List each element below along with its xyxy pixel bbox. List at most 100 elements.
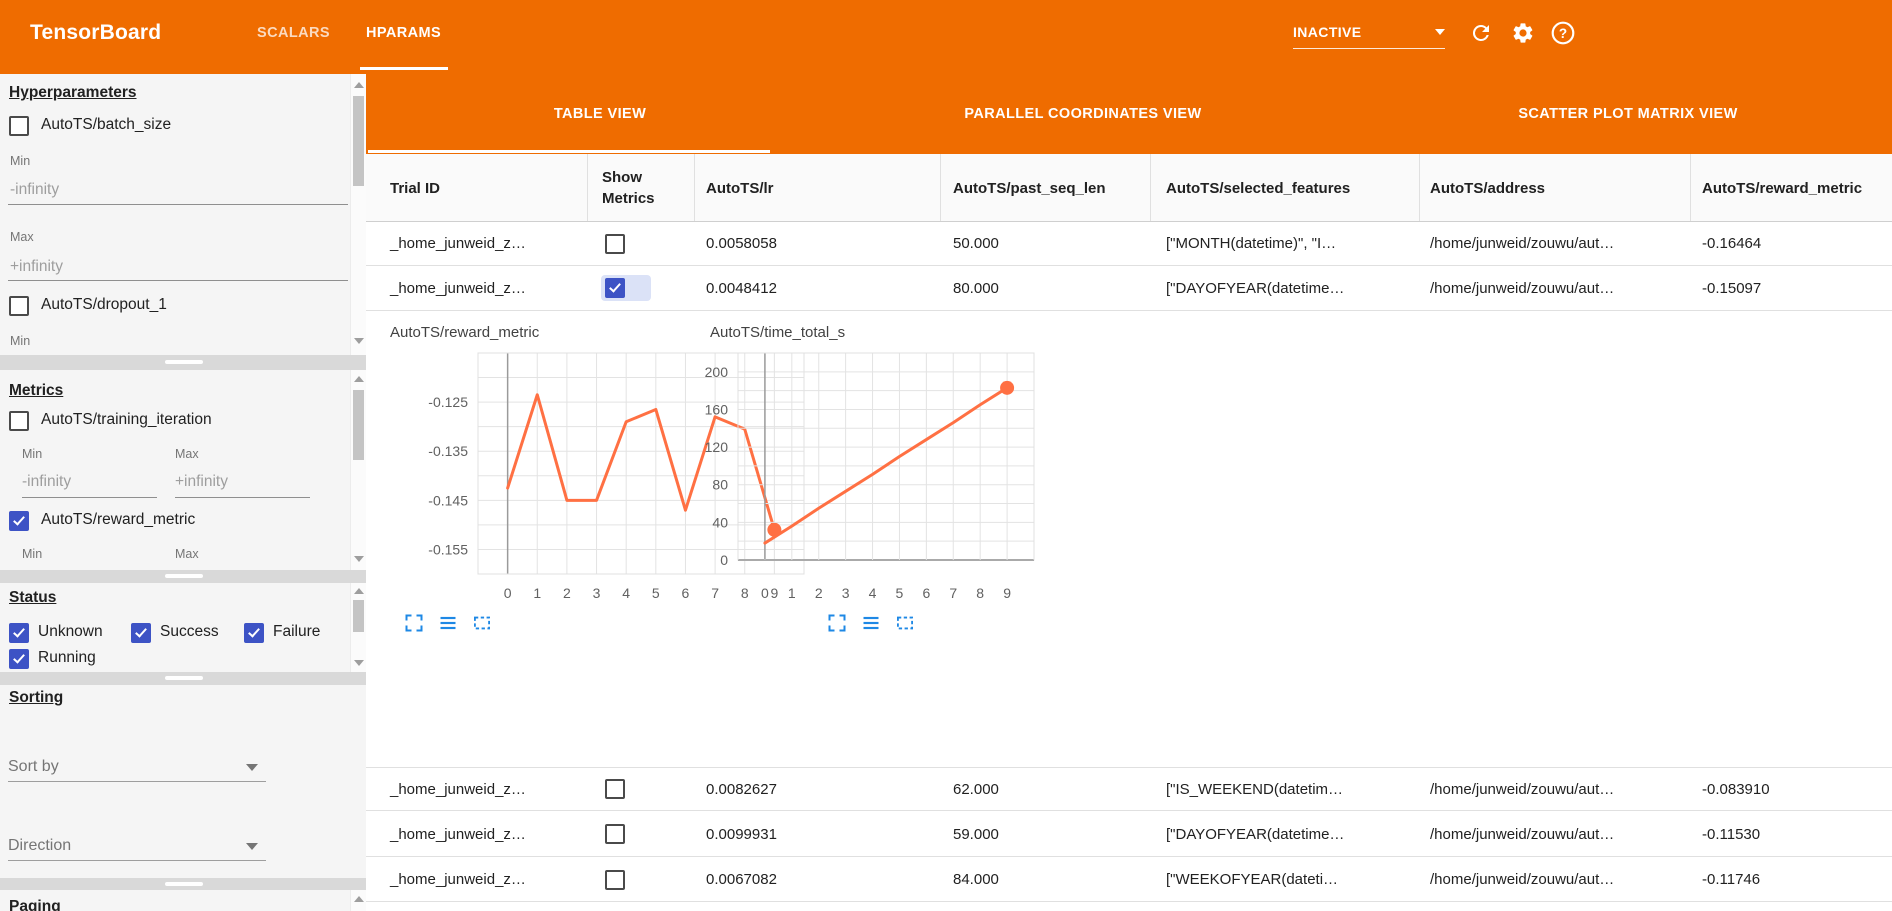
status-heading: Status: [9, 589, 57, 606]
scroll-up-icon[interactable]: [354, 588, 364, 594]
table-row[interactable]: _home_junweid_z… 0.0099931 59.000 ["DAYO…: [366, 812, 1892, 857]
help-icon[interactable]: ?: [1549, 19, 1577, 47]
tab-hparams[interactable]: HPARAMS: [366, 25, 442, 41]
svg-text:9: 9: [770, 585, 778, 601]
hparam-dropout-label: AutoTS/dropout_1: [41, 296, 167, 313]
table-row[interactable]: _home_junweid_z… 0.0058058 50.000 ["MONT…: [366, 222, 1892, 266]
scroll-up-icon[interactable]: [354, 376, 364, 382]
show-metrics-checkbox[interactable]: [605, 278, 625, 298]
max-label: Max: [175, 447, 199, 461]
col-header-address[interactable]: AutoTS/address: [1430, 179, 1546, 197]
sidebar: Hyperparameters AutoTS/batch_size Min -i…: [0, 74, 366, 911]
refresh-icon[interactable]: [1467, 19, 1495, 47]
hyperparameters-heading: Hyperparameters: [9, 84, 137, 101]
svg-text:2: 2: [815, 585, 823, 601]
metric-training-iteration-checkbox[interactable]: [9, 411, 29, 431]
cell-past-seq-len: 62.000: [953, 780, 999, 798]
svg-text:8: 8: [741, 585, 749, 601]
cell-past-seq-len: 50.000: [953, 235, 999, 252]
svg-text:1: 1: [533, 585, 541, 601]
section-divider[interactable]: [0, 355, 366, 370]
svg-text:8: 8: [976, 585, 984, 601]
table-row[interactable]: _home_junweid_z… 0.0067082 84.000 ["WEEK…: [366, 858, 1892, 902]
col-header-trial-id[interactable]: Trial ID: [390, 179, 441, 197]
cell-trial-id: _home_junweid_z…: [390, 279, 526, 297]
scroll-down-icon[interactable]: [354, 338, 364, 344]
cell-reward-metric: -0.15097: [1702, 279, 1762, 297]
hparam-batch-size-checkbox[interactable]: [9, 116, 29, 136]
scroll-down-icon[interactable]: [354, 556, 364, 562]
svg-text:2: 2: [563, 585, 571, 601]
paging-heading: Paging: [9, 898, 61, 911]
cell-lr: 0.0058058: [706, 235, 777, 252]
status-failure-label: Failure: [273, 623, 321, 640]
hparam-dropout-checkbox[interactable]: [9, 296, 29, 316]
cell-address: /home/junweid/zouwu/aut…: [1430, 825, 1615, 843]
active-tab-indicator: [360, 67, 448, 70]
section-divider[interactable]: [0, 570, 366, 583]
scrollbar-thumb[interactable]: [352, 96, 364, 186]
scrollbar-thumb[interactable]: [352, 600, 364, 632]
scrollbar-thumb[interactable]: [352, 390, 364, 460]
scroll-down-icon[interactable]: [354, 660, 364, 666]
divider-handle-icon: [165, 882, 203, 886]
tab-scatter-plot-matrix-view[interactable]: SCATTER PLOT MATRIX VIEW: [1518, 106, 1738, 122]
divider-handle-icon: [165, 676, 203, 680]
table-row[interactable]: _home_junweid_z… 0.0082627 62.000 ["IS_W…: [366, 767, 1892, 811]
col-header-past-seq-len[interactable]: AutoTS/past_seq_len: [953, 179, 1106, 197]
min-input[interactable]: -infinity: [10, 181, 60, 198]
status-failure-checkbox[interactable]: [244, 623, 264, 643]
reload-interval-select[interactable]: INACTIVE: [1293, 16, 1445, 49]
tab-table-view[interactable]: TABLE VIEW: [553, 106, 647, 122]
list-view-icon[interactable]: [437, 612, 459, 634]
section-divider[interactable]: [0, 672, 366, 685]
col-header-reward-metric[interactable]: AutoTS/reward_metric: [1702, 179, 1863, 197]
scroll-up-icon[interactable]: [354, 896, 364, 902]
scroll-up-icon[interactable]: [354, 82, 364, 88]
svg-text:-0.125: -0.125: [428, 394, 468, 410]
section-divider[interactable]: [0, 878, 366, 890]
max-input[interactable]: +infinity: [175, 473, 228, 490]
cell-past-seq-len: 59.000: [953, 825, 999, 843]
cell-selected-features: ["WEEKOFYEAR(dateti…: [1166, 871, 1339, 888]
cell-selected-features: ["DAYOFYEAR(datetime…: [1166, 825, 1345, 843]
sort-by-select[interactable]: Sort by: [8, 753, 266, 782]
status-success-checkbox[interactable]: [131, 623, 151, 643]
max-label: Max: [10, 230, 34, 244]
col-header-lr[interactable]: AutoTS/lr: [706, 179, 774, 197]
min-input[interactable]: -infinity: [22, 473, 72, 490]
status-unknown-checkbox[interactable]: [9, 623, 29, 643]
table-row[interactable]: _home_junweid_z… 0.0048412 80.000 ["DAYO…: [366, 266, 1892, 311]
cell-trial-id: _home_junweid_z…: [390, 825, 526, 843]
max-input[interactable]: +infinity: [10, 258, 63, 275]
col-header-selected-features[interactable]: AutoTS/selected_features: [1166, 179, 1351, 197]
cell-selected-features: ["DAYOFYEAR(datetime…: [1166, 279, 1345, 297]
tab-scalars[interactable]: SCALARS: [257, 25, 330, 41]
metric-reward-checkbox[interactable]: [9, 511, 29, 531]
cell-reward-metric: -0.083910: [1702, 780, 1770, 798]
svg-text:0: 0: [761, 585, 769, 601]
expand-chart-icon[interactable]: [403, 612, 425, 634]
hparam-batch-size-label: AutoTS/batch_size: [41, 116, 172, 133]
expand-chart-icon[interactable]: [826, 612, 848, 634]
show-metrics-checkbox[interactable]: [605, 824, 625, 844]
direction-select[interactable]: Direction: [8, 832, 266, 861]
svg-text:4: 4: [622, 585, 630, 601]
selection-box-icon[interactable]: [471, 612, 493, 634]
show-metrics-checkbox[interactable]: [605, 779, 625, 799]
col-header-show-metrics[interactable]: Show Metrics: [602, 169, 655, 207]
show-metrics-checkbox[interactable]: [605, 869, 625, 890]
min-label: Min: [10, 154, 31, 168]
settings-gear-icon[interactable]: [1509, 19, 1537, 47]
divider-handle-icon: [165, 360, 203, 364]
cell-address: /home/junweid/zouwu/aut…: [1430, 871, 1615, 888]
tab-parallel-coordinates-view[interactable]: PARALLEL COORDINATES VIEW: [964, 106, 1202, 122]
show-metrics-checkbox[interactable]: [605, 233, 625, 254]
svg-text:6: 6: [922, 585, 930, 601]
cell-address: /home/junweid/zouwu/aut…: [1430, 780, 1615, 798]
selection-box-icon[interactable]: [894, 612, 916, 634]
list-view-icon[interactable]: [860, 612, 882, 634]
reload-interval-value: INACTIVE: [1293, 24, 1362, 40]
status-running-checkbox[interactable]: [9, 649, 29, 669]
cell-lr: 0.0048412: [706, 279, 777, 297]
